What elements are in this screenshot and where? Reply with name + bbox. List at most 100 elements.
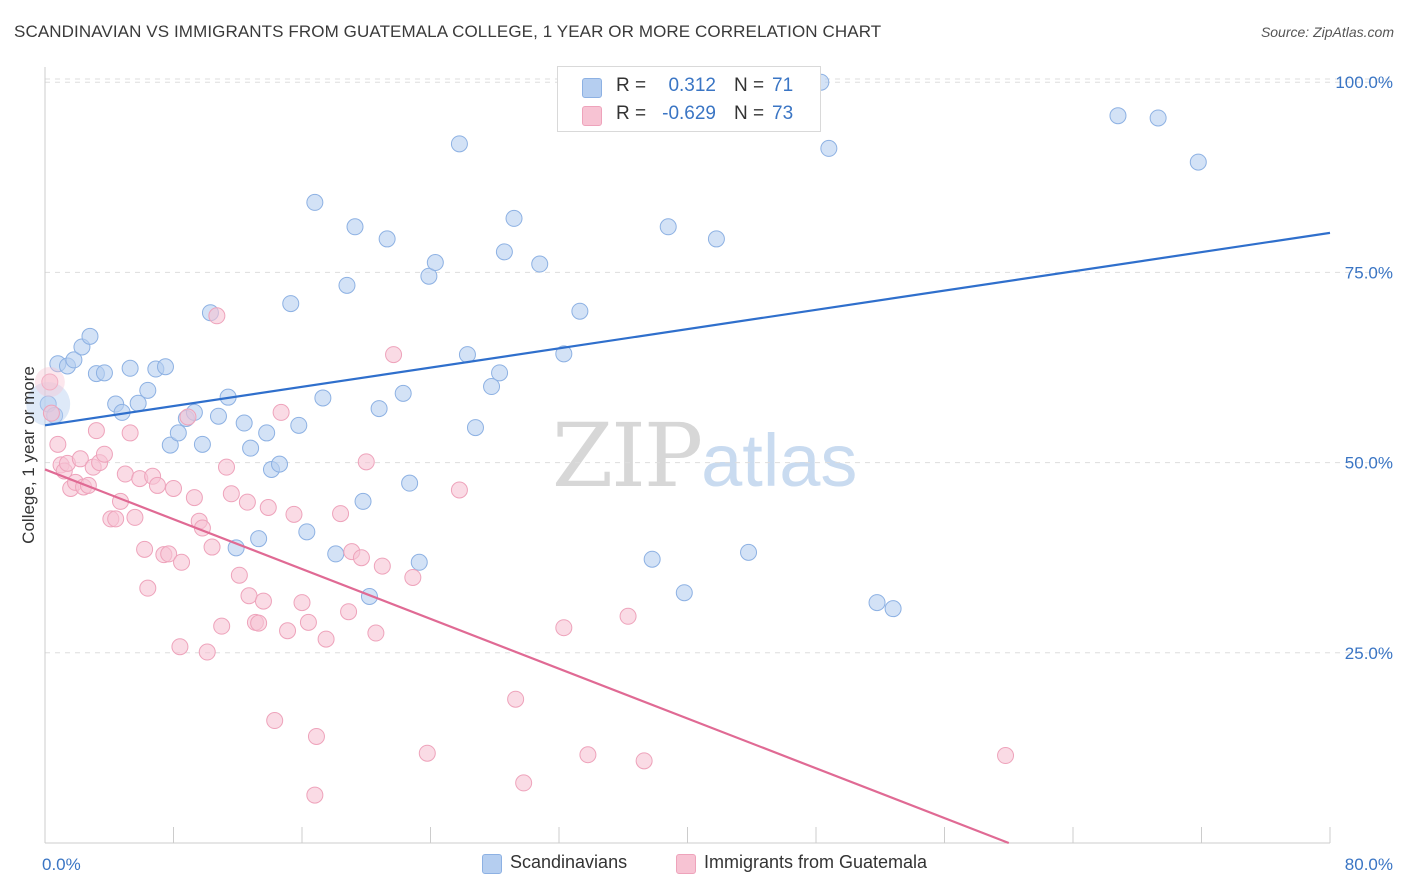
- data-point: [1109, 107, 1127, 125]
- data-point: [675, 584, 693, 602]
- data-point: [307, 727, 325, 745]
- chart-title: SCANDINAVIAN VS IMMIGRANTS FROM GUATEMAL…: [14, 22, 882, 41]
- data-point: [266, 712, 284, 730]
- data-point: [42, 404, 60, 422]
- data-point-cluster: [34, 366, 65, 397]
- stats-legend: R = 0.312 N = 71 R = -0.629 N = 73: [557, 66, 821, 132]
- data-point: [208, 307, 226, 325]
- data-point: [116, 465, 134, 483]
- data-point: [285, 505, 303, 523]
- legend-r-label: R =: [616, 103, 647, 124]
- data-point: [495, 243, 513, 261]
- data-point: [394, 384, 412, 402]
- data-point: [238, 493, 256, 511]
- data-point: [160, 545, 178, 563]
- data-point: [410, 553, 428, 571]
- data-point: [378, 230, 396, 248]
- data-point: [385, 346, 403, 364]
- legend-row-scandinavians: R = 0.312 N = 71: [558, 72, 820, 100]
- data-point: [997, 747, 1015, 765]
- data-point: [95, 445, 113, 463]
- data-point: [218, 458, 236, 476]
- data-point: [401, 474, 419, 492]
- data-point: [121, 424, 139, 442]
- legend-n-label: N =: [734, 75, 765, 96]
- data-point: [198, 643, 216, 661]
- data-point: [820, 139, 838, 157]
- data-point: [491, 364, 509, 382]
- data-point: [635, 752, 653, 770]
- legend-row-guatemala: R = -0.629 N = 73: [558, 100, 820, 128]
- legend-n-value: 73: [772, 103, 794, 124]
- data-point: [314, 389, 332, 407]
- data-point: [87, 422, 105, 440]
- data-point: [1189, 153, 1207, 171]
- data-point: [193, 435, 211, 453]
- data-point: [279, 622, 297, 640]
- data-point: [1149, 109, 1167, 127]
- data-point: [173, 553, 191, 571]
- data-point: [65, 351, 83, 369]
- data-point: [317, 630, 335, 648]
- data-point: [507, 690, 525, 708]
- data-point: [126, 508, 144, 526]
- data-point: [643, 550, 661, 568]
- legend-swatch-blue: [582, 78, 602, 98]
- data-point: [332, 505, 350, 523]
- watermark-zip: ZIP: [552, 404, 703, 507]
- trend-line: [44, 231, 1331, 427]
- data-point: [222, 485, 240, 503]
- data-point: [404, 568, 422, 586]
- data-point: [293, 594, 311, 612]
- data-point: [240, 587, 258, 605]
- data-point: [659, 218, 677, 236]
- data-point: [450, 135, 468, 153]
- data-point: [418, 744, 436, 762]
- data-point: [868, 594, 886, 612]
- x-tick-label: 80.0%: [1345, 855, 1393, 874]
- bottom-legend-label: Immigrants from Guatemala: [704, 852, 928, 872]
- legend-n-value: 71: [772, 75, 794, 96]
- series-scandinavians: [26, 73, 1207, 618]
- axes: [44, 67, 1331, 844]
- data-point: [373, 557, 391, 575]
- bottom-legend-swatch-pink: [676, 854, 696, 874]
- data-point: [571, 302, 589, 320]
- data-point: [357, 453, 375, 471]
- bottom-legend-swatch-blue: [482, 854, 502, 874]
- bottom-legend-label: Scandinavians: [510, 852, 628, 872]
- y-tick-label: 25.0%: [1345, 644, 1393, 663]
- data-point: [259, 498, 277, 516]
- data-point: [165, 479, 182, 497]
- watermark-atlas: atlas: [701, 419, 858, 502]
- y-tick-label: 100.0%: [1335, 73, 1393, 92]
- data-point: [340, 603, 358, 621]
- watermark: ZIPatlas: [552, 404, 857, 507]
- data-point: [250, 530, 268, 548]
- data-point: [740, 543, 758, 561]
- data-point: [282, 295, 300, 313]
- data-point: [272, 403, 290, 421]
- data-point: [367, 624, 385, 642]
- data-point: [179, 408, 197, 426]
- data-point: [49, 435, 67, 453]
- data-point: [505, 209, 523, 227]
- data-point: [531, 255, 549, 273]
- data-point: [420, 267, 438, 285]
- data-point: [185, 489, 203, 507]
- data-point: [306, 786, 324, 804]
- data-point: [107, 510, 125, 528]
- data-point: [483, 378, 501, 396]
- data-point: [579, 746, 597, 764]
- data-point: [555, 619, 573, 637]
- data-point: [213, 617, 231, 635]
- data-point: [242, 439, 260, 457]
- data-point: [136, 540, 154, 558]
- data-point: [161, 436, 179, 454]
- data-point: [121, 359, 139, 377]
- series-guatemala: [34, 307, 1015, 804]
- data-point: [139, 579, 157, 597]
- y-tick-label: 50.0%: [1345, 454, 1393, 473]
- data-point: [354, 492, 372, 510]
